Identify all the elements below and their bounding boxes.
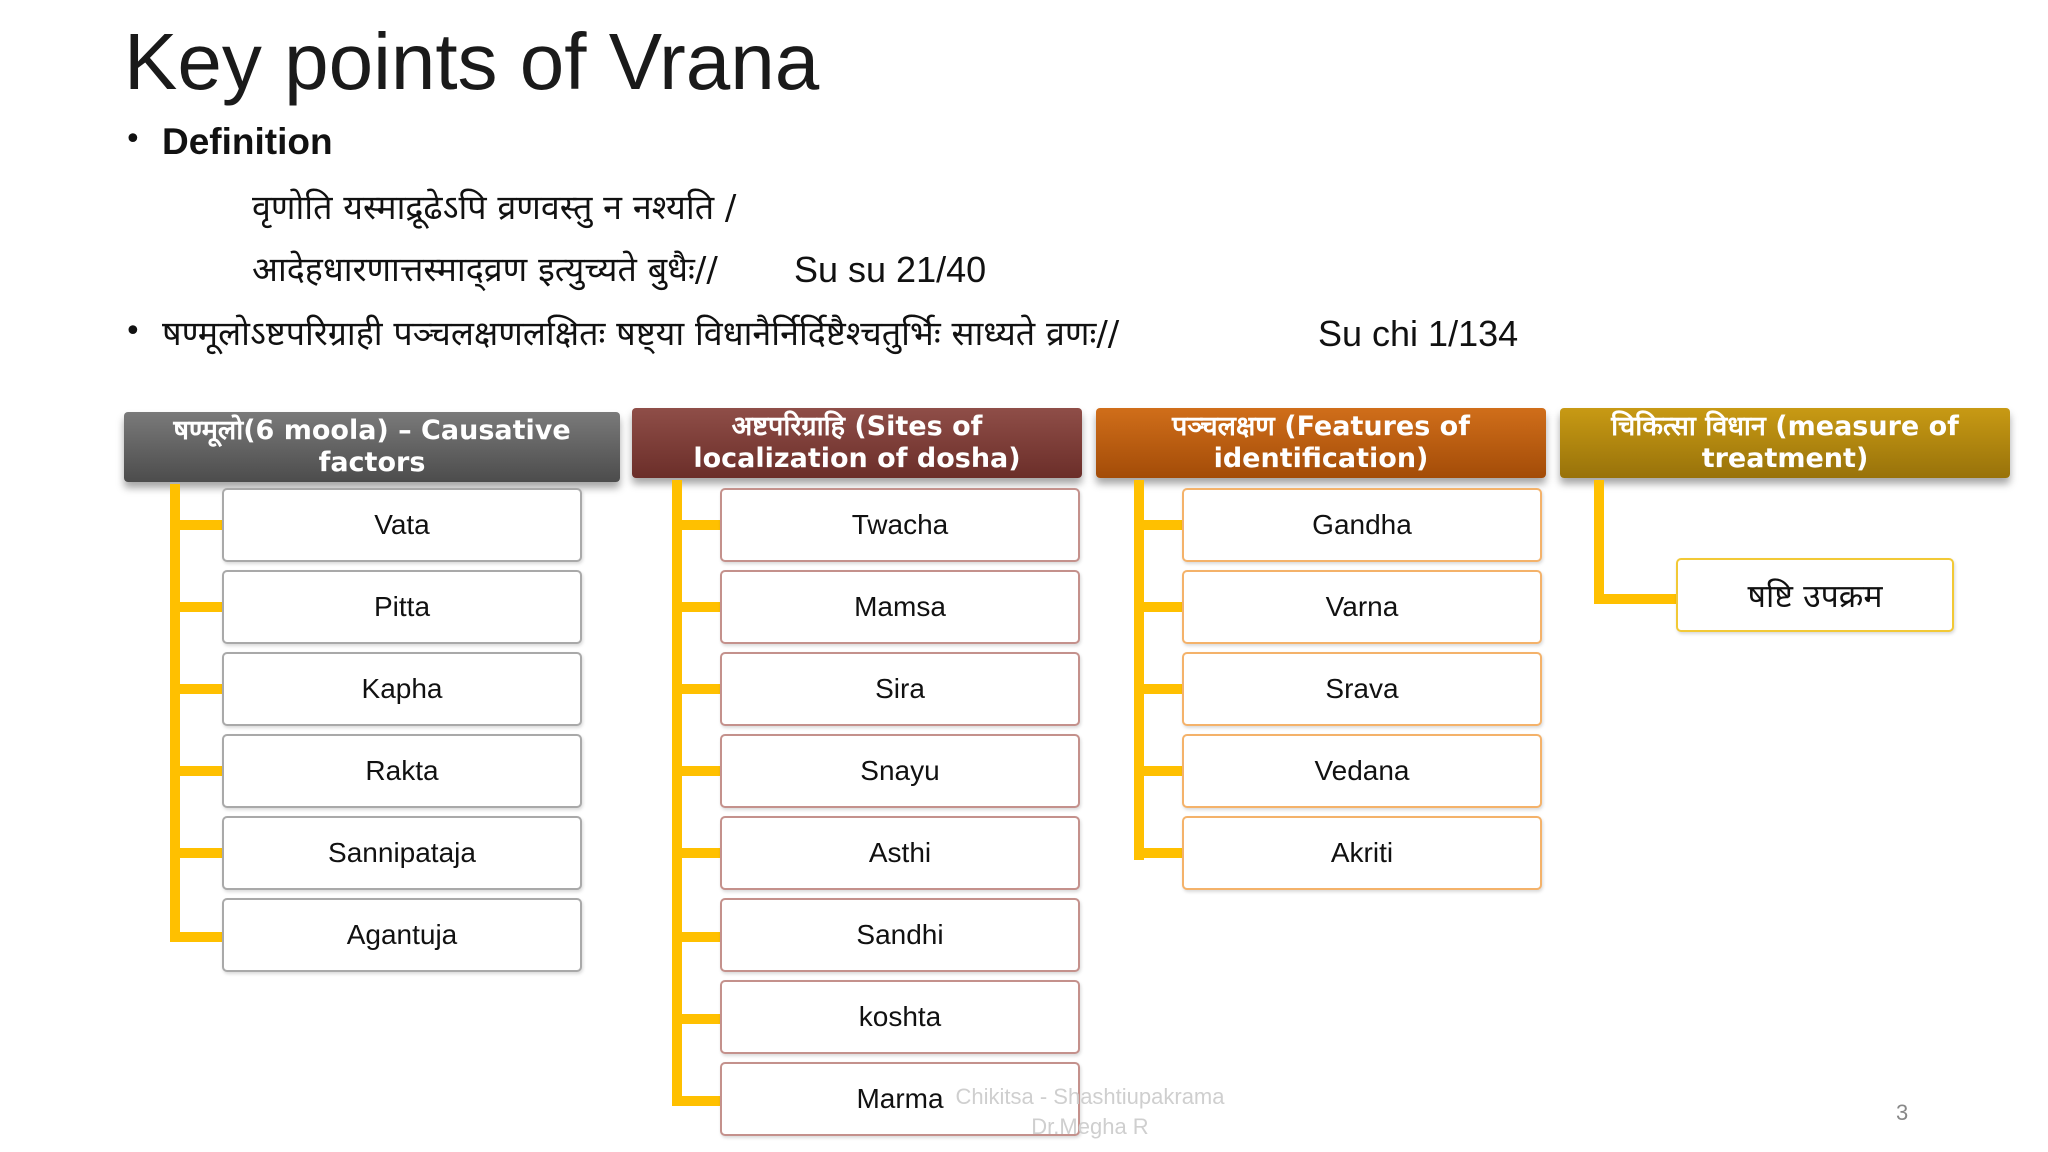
connector-branch [1134, 684, 1184, 694]
connector-branch [170, 684, 224, 694]
connector-branch [170, 520, 224, 530]
node-pitta: Pitta [222, 570, 582, 644]
node-kapha: Kapha [222, 652, 582, 726]
column-header-causative: षण्मूलो(6 moola) – Causative factors [124, 412, 620, 482]
connector-branch [672, 1096, 722, 1106]
node-twacha: Twacha [720, 488, 1080, 562]
connector-branch [672, 848, 722, 858]
connector-branch [672, 1014, 722, 1024]
connector-branch [672, 932, 722, 942]
node-agantuja: Agantuja [222, 898, 582, 972]
connector-branch [672, 766, 722, 776]
connector-branch [170, 766, 224, 776]
connector-branch [1134, 848, 1184, 858]
column-header-sites: अष्टपरिग्राहि (Sites of localization of … [632, 408, 1082, 478]
connector-trunk [1134, 480, 1144, 860]
connector-branch [170, 848, 224, 858]
node-varna: Varna [1182, 570, 1542, 644]
slide-title: Key points of Vrana [124, 17, 820, 106]
node-snayu: Snayu [720, 734, 1080, 808]
node-sira: Sira [720, 652, 1080, 726]
verse-reference-2: Su chi 1/134 [1318, 313, 1519, 354]
connector-branch [1134, 520, 1184, 530]
footer-line-2: Dr.Megha R [1031, 1114, 1149, 1139]
verse-line-2: आदेहधारणात्तस्माद्व्रण इत्युच्यते बुधैः/… [252, 250, 718, 290]
connector-branch [1134, 766, 1184, 776]
footer-line-1: Chikitsa - Shashtiupakrama [955, 1084, 1225, 1109]
column-header-treatment: चिकित्सा विधान (measure of treatment) [1560, 408, 2010, 478]
node-vedana: Vedana [1182, 734, 1542, 808]
node-koshta: koshta [720, 980, 1080, 1054]
bullet-icon: • [124, 314, 142, 349]
connector-trunk [1594, 480, 1604, 604]
connector-branch [170, 602, 224, 612]
node-srava: Srava [1182, 652, 1542, 726]
connector-branch [1134, 602, 1184, 612]
connector-trunk [170, 484, 180, 942]
connector-branch [1594, 594, 1676, 604]
node-asthi: Asthi [720, 816, 1080, 890]
connector-branch [672, 684, 722, 694]
connector-branch [170, 932, 224, 942]
node-vata: Vata [222, 488, 582, 562]
verse-line-1: वृणोति यस्माद्रूढेऽपि व्रणवस्तु न नश्यति… [252, 188, 737, 228]
node-rakta: Rakta [222, 734, 582, 808]
connector-trunk [672, 480, 682, 1106]
definition-heading: Definition [162, 121, 333, 162]
verse-reference-1: Su su 21/40 [794, 249, 987, 290]
node-akriti: Akriti [1182, 816, 1542, 890]
column-header-features: पञ्चलक्षण (Features of identification) [1096, 408, 1546, 478]
node-mamsa: Mamsa [720, 570, 1080, 644]
connector-branch [672, 602, 722, 612]
node-marma: Marma [720, 1062, 1080, 1136]
bullet-icon: • [124, 122, 142, 157]
node-sandhi: Sandhi [720, 898, 1080, 972]
node-sannipataja: Sannipataja [222, 816, 582, 890]
node-gandha: Gandha [1182, 488, 1542, 562]
node-shashti-upakrama: षष्टि उपक्रम [1676, 558, 1954, 632]
connector-branch [672, 520, 722, 530]
verse-line-3: षण्मूलोऽष्टपरिग्राही पञ्चलक्षणलक्षितः षष… [162, 314, 1120, 354]
slide-footer: Chikitsa - Shashtiupakrama Dr.Megha R [925, 1082, 1255, 1142]
page-number: 3 [1896, 1100, 1909, 1125]
